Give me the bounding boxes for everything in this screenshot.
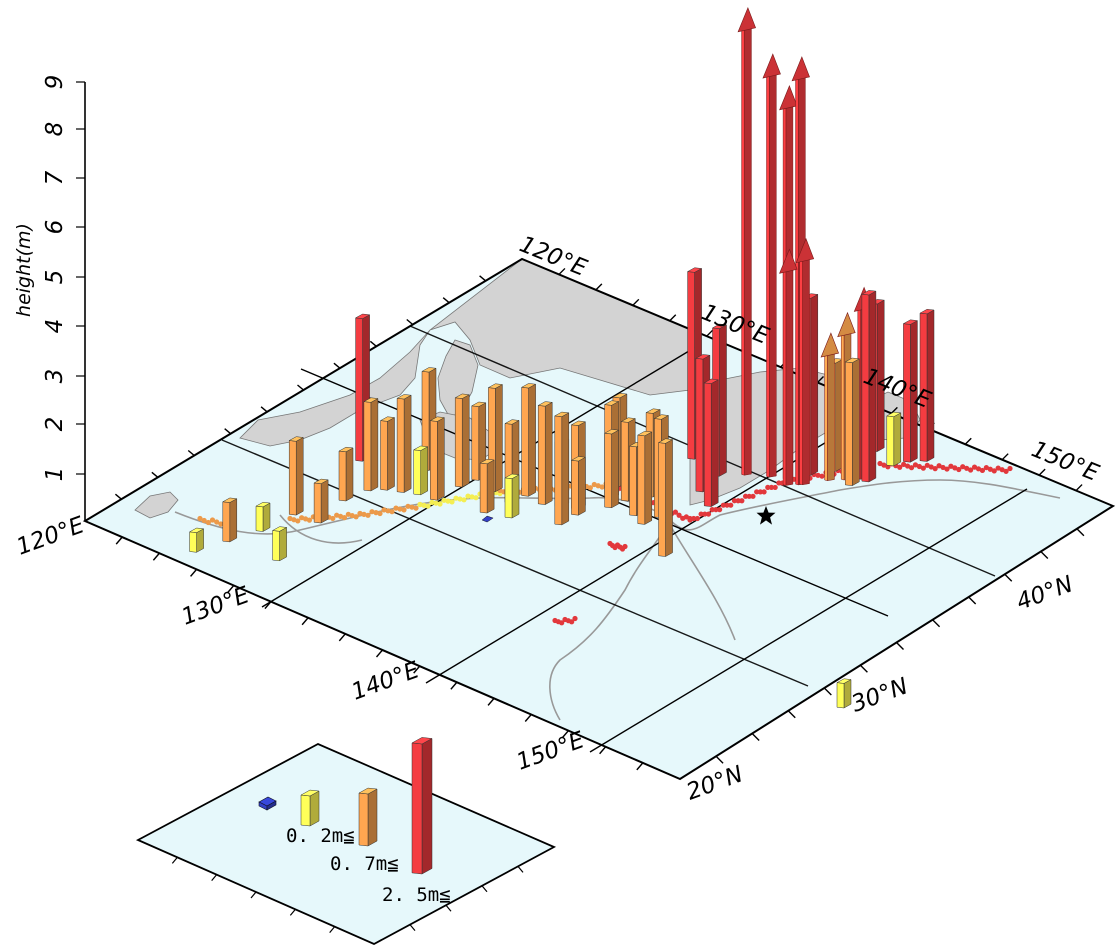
height-tick-label: 6 — [42, 220, 68, 235]
lon-label-bottom-120: 120°E — [13, 512, 88, 561]
height-tick-label: 2 — [42, 417, 68, 432]
land-taiwan — [134, 491, 179, 519]
station-bar-orange — [429, 416, 446, 501]
legend-label-orange: 0. 7m≦ — [330, 853, 399, 875]
station-bar-yellow — [188, 527, 205, 553]
star-icon — [756, 506, 776, 525]
station-bar-yellow — [412, 445, 429, 496]
legend-swatch-red — [411, 737, 433, 875]
lon-label-bottom-140: 140°E — [348, 657, 423, 706]
sea-area — [85, 259, 1113, 779]
station-bar-red — [919, 309, 935, 462]
station-bar-orange — [396, 394, 412, 493]
height-tick-label: 5 — [42, 270, 68, 285]
station-bar-orange — [288, 436, 305, 516]
height-tick-label: 4 — [42, 319, 68, 334]
station-bar-orange — [553, 411, 570, 526]
station-bar-orange — [221, 497, 238, 543]
lat-label-30: 30°N — [848, 673, 911, 717]
height-tick-label: 1 — [42, 467, 68, 482]
lon-label-bottom-150: 150°E — [513, 727, 588, 776]
station-bar-orange — [636, 430, 653, 525]
height-axis-ticks — [76, 81, 85, 475]
station-bar-orange — [844, 357, 861, 487]
station-bar-orange — [520, 383, 537, 497]
height-tick-label: 7 — [42, 170, 68, 185]
station-bar-orange — [570, 456, 587, 516]
station-bar-orange — [363, 397, 379, 492]
station-bar-yellow — [271, 526, 288, 562]
station-bar-blue — [481, 515, 494, 523]
station-bar-orange — [313, 478, 329, 524]
legend-label-red: 2. 5m≦ — [382, 884, 451, 906]
station-bar-yellow — [255, 502, 271, 532]
tsunami-bars — [188, 6, 935, 709]
legend-swatch-yellow — [300, 789, 320, 827]
height-axis-label: height(m) — [13, 223, 35, 317]
legend-swatch-blue — [258, 796, 277, 811]
station-bar-orange — [338, 446, 354, 502]
station-bar-yellow — [885, 411, 902, 467]
height-axis: 1 2 3 4 5 6 7 8 9 height(m) — [13, 75, 86, 521]
station-bar-red — [902, 319, 919, 463]
height-tick-label: 9 — [42, 75, 68, 90]
lon-label-bottom-130: 130°E — [178, 582, 253, 631]
station-bar-red — [795, 237, 815, 486]
station-bar-yellow — [836, 678, 852, 709]
legend: 0. 2m≦ 0. 7m≦ 2. 5m≦ — [135, 737, 557, 946]
station-bar-orange — [657, 438, 674, 557]
station-bar-orange — [537, 401, 554, 506]
station-bar-red — [737, 6, 757, 476]
station-bar-red — [779, 248, 798, 486]
station-bar-orange — [820, 332, 840, 482]
station-bar-orange — [454, 393, 471, 488]
height-tick-label: 3 — [42, 369, 68, 384]
legend-swatch-orange — [358, 787, 378, 847]
station-bar-yellow — [504, 473, 520, 519]
legend-label-yellow: 0. 2m≦ — [286, 825, 355, 847]
station-bar-orange — [479, 458, 495, 514]
station-bar-red — [703, 378, 720, 508]
height-tick-label: 8 — [42, 122, 68, 137]
station-bar-red — [861, 290, 877, 483]
station-bar-red — [762, 53, 781, 478]
station-bar-orange — [379, 416, 396, 491]
lat-label-40: 40°N — [1013, 571, 1076, 615]
station-bar-orange — [603, 429, 620, 509]
map-plane — [82, 6, 1116, 781]
